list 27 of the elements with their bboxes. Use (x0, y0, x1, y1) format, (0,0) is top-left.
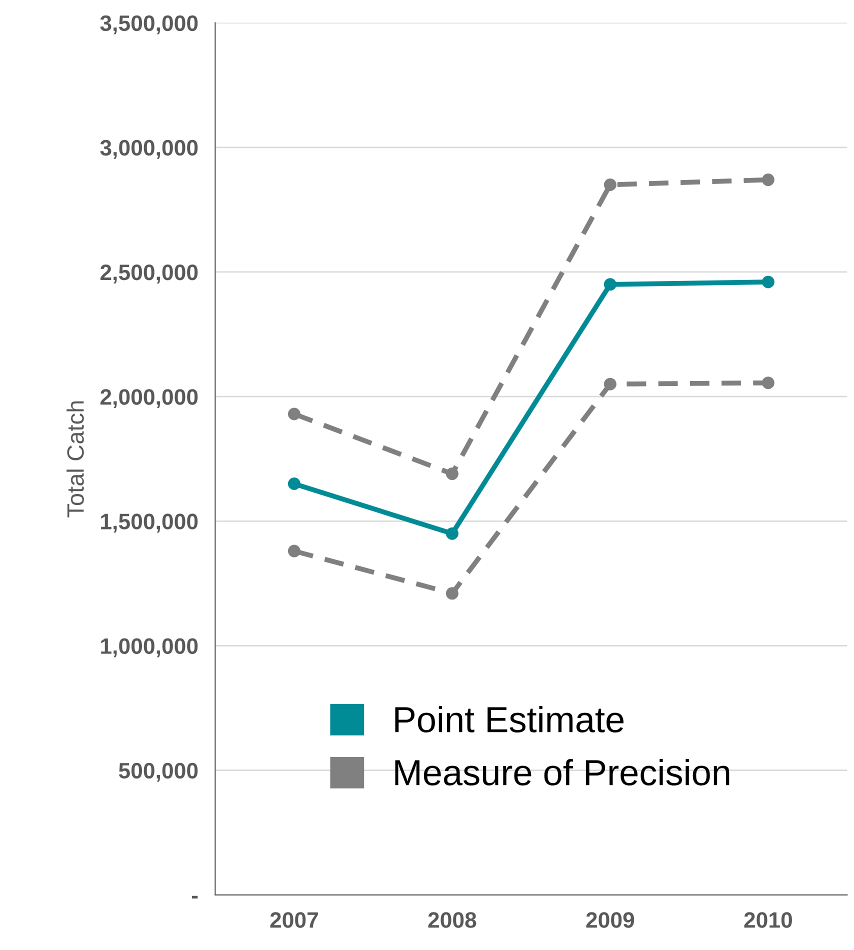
y-tick-label: 2,000,000 (100, 389, 198, 408)
legend-label: Measure of Precision (395, 758, 730, 786)
y-tick-label: 500,000 (118, 762, 198, 782)
point (288, 408, 300, 420)
y-tick-label: 1,500,000 (101, 514, 198, 533)
x-tick-label: 2009 (586, 912, 634, 928)
point (604, 378, 616, 390)
y-tick-label: 3,500,000 (100, 15, 198, 34)
y-tick-label: 1,000,000 (101, 638, 198, 658)
x-tick-label: 2010 (744, 912, 792, 928)
point (604, 178, 616, 192)
y-axis-title: Total Catch (66, 401, 84, 518)
point (288, 478, 300, 490)
y-tick-label: 3,000,000 (100, 140, 198, 159)
x-tick-label: 2008 (428, 912, 476, 928)
x-tick-label: 2007 (270, 912, 318, 928)
point (288, 544, 300, 558)
point (446, 468, 458, 480)
y-tick-label: 2,500,000 (100, 264, 198, 284)
point (762, 276, 774, 288)
point (446, 527, 458, 540)
point (762, 174, 774, 186)
point (604, 278, 616, 291)
point (762, 376, 774, 390)
legend-label: Point Estimate (395, 706, 624, 732)
point (446, 587, 458, 600)
y-tick-label: - (192, 896, 198, 899)
